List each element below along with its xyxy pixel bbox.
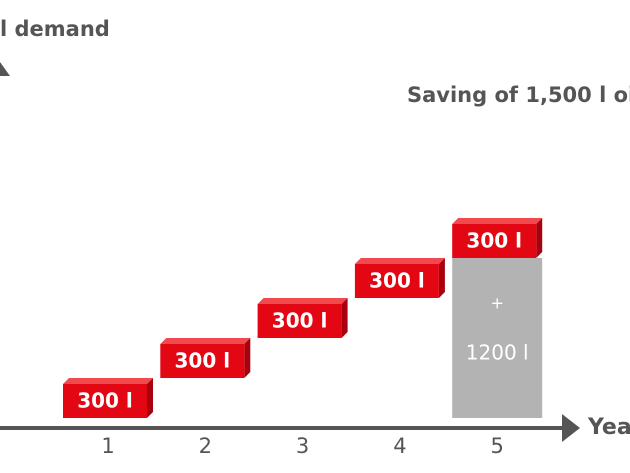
x-axis-arrow xyxy=(562,414,580,442)
block-front xyxy=(354,264,439,298)
value-label: 300 l xyxy=(175,349,231,373)
block-side xyxy=(438,258,445,298)
block-side xyxy=(341,298,348,338)
block-front xyxy=(452,224,537,258)
block-top xyxy=(354,258,445,264)
chart-title: l demand xyxy=(0,17,110,41)
value-label: 300 l xyxy=(369,269,425,293)
x-tick-label: 2 xyxy=(199,434,212,458)
block-side xyxy=(147,378,153,418)
block-front xyxy=(257,304,342,338)
x-tick-label: 3 xyxy=(296,434,309,458)
x-tick-label: 5 xyxy=(491,434,504,458)
x-axis-label: Yea xyxy=(587,415,630,440)
block-top xyxy=(257,298,348,304)
block-top xyxy=(160,338,251,344)
block-side xyxy=(244,338,251,378)
value-label: 300 l xyxy=(466,229,522,253)
block-front xyxy=(63,384,147,418)
base-label: 1200 l xyxy=(466,341,529,365)
block-front xyxy=(160,344,245,378)
block-side xyxy=(536,218,543,258)
block-top xyxy=(452,218,543,224)
y-axis-arrow xyxy=(0,62,10,76)
x-tick-label: 1 xyxy=(101,434,114,458)
base-symbol: + xyxy=(490,294,503,313)
value-label: 300 l xyxy=(272,309,328,333)
block xyxy=(160,338,251,378)
block xyxy=(63,378,153,418)
x-tick-label: 4 xyxy=(393,434,406,458)
block xyxy=(452,218,543,258)
annotation: Saving of 1,500 l oi xyxy=(407,83,630,107)
base-bar xyxy=(452,258,543,418)
value-label: 300 l xyxy=(77,389,133,413)
block xyxy=(257,298,348,338)
block-top xyxy=(63,378,153,384)
block xyxy=(354,258,445,298)
